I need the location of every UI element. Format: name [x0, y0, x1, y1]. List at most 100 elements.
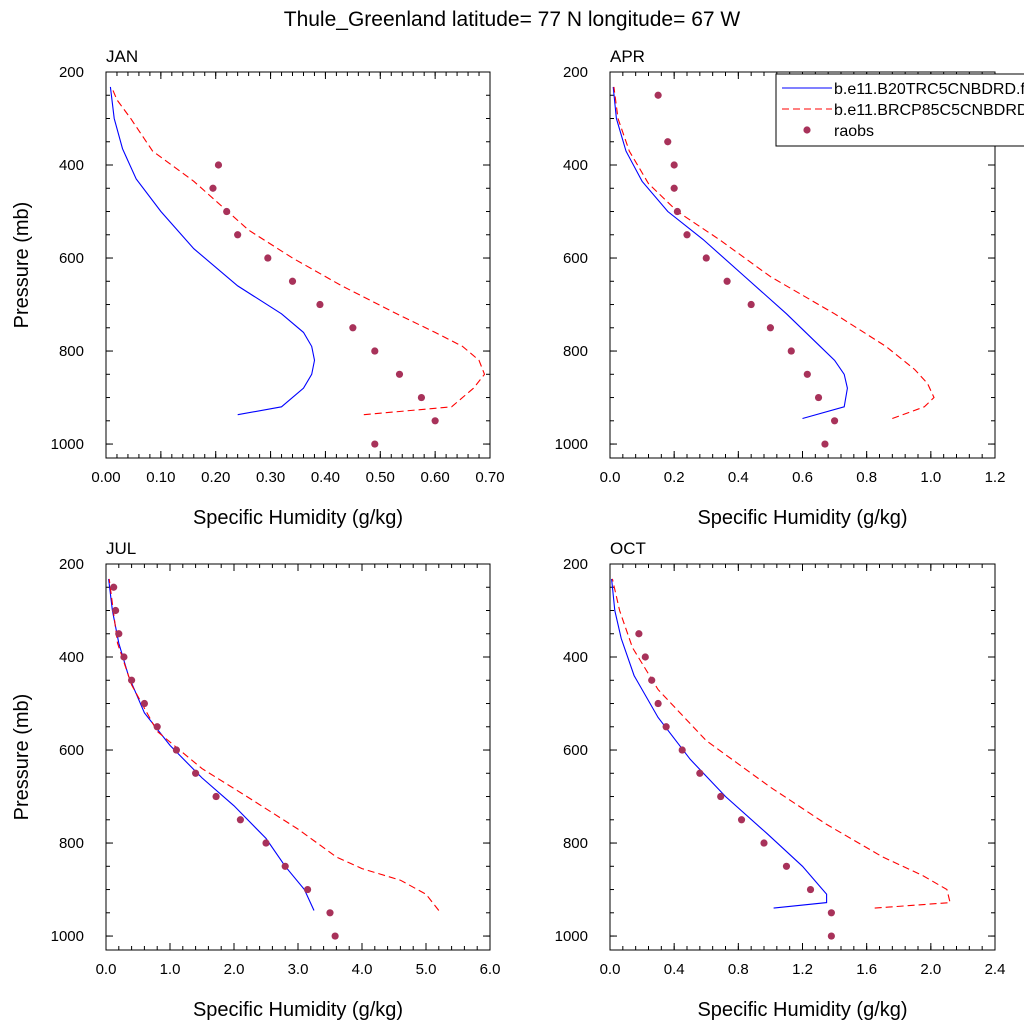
- jul-raobs-point: [304, 885, 312, 894]
- jan-x-axis-label: Specific Humidity (g/kg): [193, 507, 403, 529]
- apr-raobs-point: [787, 347, 795, 355]
- oct-x-tick-label: 2.4: [985, 961, 1006, 978]
- jul-raobs-point: [236, 816, 244, 824]
- jul-x-tick-label: 1.0: [160, 961, 181, 978]
- jul-panel-label: JUL: [106, 539, 136, 558]
- apr-x-tick-label: 0.0: [600, 469, 621, 486]
- oct-raobs-point: [696, 769, 704, 777]
- oct-x-tick-label: 1.2: [792, 961, 813, 978]
- apr-hist-line: [612, 86, 848, 420]
- jan-y-tick-label: 200: [59, 64, 84, 81]
- oct-plot-frame: [609, 563, 996, 951]
- oct-raobs-point: [782, 862, 791, 870]
- oct-x-tick-label: 0.8: [728, 961, 749, 978]
- oct-y-tick-label: 800: [563, 835, 588, 852]
- jul-raobs-point: [192, 769, 200, 777]
- jul-x-tick-label: 2.0: [224, 961, 245, 978]
- jan-x-tick-label: 0.50: [366, 469, 395, 486]
- apr-raobs-point: [766, 324, 775, 332]
- oct-y-tick-label: 1000: [555, 928, 588, 945]
- jul-series-group: [108, 578, 440, 940]
- jan-raobs-point: [316, 300, 324, 309]
- jul-raobs-point: [115, 630, 123, 638]
- jan-raobs-point: [209, 184, 217, 192]
- jan-raobs-point: [264, 254, 272, 262]
- jul-y-axis-label: Pressure (mb): [11, 694, 33, 821]
- jul-raobs-point: [153, 723, 161, 731]
- legend-raobs-swatch: [803, 126, 811, 134]
- jul-raobs-point: [120, 653, 128, 661]
- jul-panel: 0.0 1.0 2.0 3.0 4.0 5.0 6.0 200 400 600 800 1000 JUL…: [11, 539, 500, 1021]
- oct-raobs-point: [806, 885, 815, 894]
- oct-raobs-point: [717, 792, 725, 801]
- oct-panel: 0.0 0.4 0.8 1.2 1.6 2.0 2.4 200 400 600 800 1000 OCT…: [555, 539, 1006, 1021]
- apr-y-tick-label: 200: [563, 64, 588, 81]
- jul-raobs-point: [212, 792, 220, 801]
- jul-x-tick-label: 0.0: [96, 961, 117, 978]
- jan-rcp85-line: [110, 86, 486, 416]
- jul-x-tick-label: 3.0: [288, 961, 309, 978]
- jan-raobs-point: [395, 370, 404, 378]
- jul-raobs-point: [331, 932, 339, 940]
- jan-panel-label: JAN: [106, 47, 138, 66]
- oct-raobs-point: [648, 676, 656, 684]
- jan-y-axis-label: Pressure (mb): [11, 202, 33, 329]
- apr-raobs-point: [803, 370, 811, 378]
- oct-x-tick-label: 0.0: [600, 961, 621, 978]
- jan-x-tick-label: 0.70: [475, 469, 504, 486]
- jan-raobs-point: [349, 324, 357, 332]
- apr-x-tick-label: 0.2: [664, 469, 685, 486]
- oct-x-axis-label: Specific Humidity (g/kg): [697, 999, 907, 1021]
- panels: 0.00 0.10 0.20 0.30 0.40 0.50 0.60 0.70 200 400 60…: [11, 47, 1005, 1021]
- jul-rcp85-line: [108, 578, 440, 911]
- jul-x-tick-label: 6.0: [480, 961, 501, 978]
- jul-raobs-point: [128, 676, 136, 684]
- apr-y-tick-label: 1000: [555, 436, 588, 453]
- jan-raobs-point: [223, 207, 231, 216]
- oct-raobs-point: [662, 723, 670, 731]
- jul-raobs-point: [172, 746, 180, 754]
- apr-x-tick-label: 0.6: [792, 469, 813, 486]
- jul-y-tick-label: 200: [59, 556, 84, 573]
- oct-ticks: [609, 563, 996, 950]
- apr-ticks: [609, 71, 996, 458]
- jan-raobs-point: [288, 277, 297, 285]
- jul-y-tick-label: 1000: [51, 928, 84, 945]
- legend-label: b.e11.B20TRC5CNBDRD.f09_g16.001: [834, 81, 1024, 98]
- oct-raobs-point: [678, 746, 686, 754]
- jan-plot-frame: [105, 71, 491, 459]
- oct-y-tick-label: 200: [563, 556, 588, 573]
- oct-raobs-point: [827, 909, 835, 917]
- oct-y-tick-label: 400: [563, 649, 588, 666]
- apr-x-tick-label: 0.4: [728, 469, 749, 486]
- oct-raobs-point: [737, 816, 746, 824]
- jul-x-axis-label: Specific Humidity (g/kg): [193, 999, 403, 1021]
- jan-ticks: [105, 71, 491, 458]
- oct-raobs-point: [827, 932, 835, 940]
- apr-raobs-point: [747, 300, 755, 309]
- apr-raobs-point: [683, 231, 691, 239]
- jul-y-tick-label: 800: [59, 835, 84, 852]
- jul-plot-frame: [105, 563, 491, 951]
- apr-raobs-point: [670, 184, 678, 192]
- jan-y-tick-label: 400: [59, 157, 84, 174]
- apr-rcp85-line: [613, 86, 935, 420]
- apr-x-tick-label: 0.8: [856, 469, 877, 486]
- apr-raobs-point: [702, 254, 710, 262]
- jan-y-tick-label: 800: [59, 343, 84, 360]
- legend-label: b.e11.BRCP85C5CNBDRD.f09_g16.001: [834, 102, 1024, 119]
- jul-x-tick-label: 5.0: [416, 961, 437, 978]
- jul-raobs-point: [326, 909, 334, 917]
- jan-x-tick-label: 0.30: [256, 469, 285, 486]
- jul-raobs-point: [110, 583, 118, 591]
- oct-x-tick-label: 0.4: [664, 961, 685, 978]
- jan-raobs-point: [214, 161, 223, 169]
- apr-raobs-point: [830, 417, 839, 425]
- oct-series-group: [611, 578, 951, 940]
- oct-raobs-point: [641, 653, 649, 661]
- apr-raobs-point: [670, 161, 678, 169]
- jan-y-tick-label: 600: [59, 250, 84, 267]
- apr-series-group: [612, 86, 935, 448]
- apr-x-tick-label: 1.0: [920, 469, 941, 486]
